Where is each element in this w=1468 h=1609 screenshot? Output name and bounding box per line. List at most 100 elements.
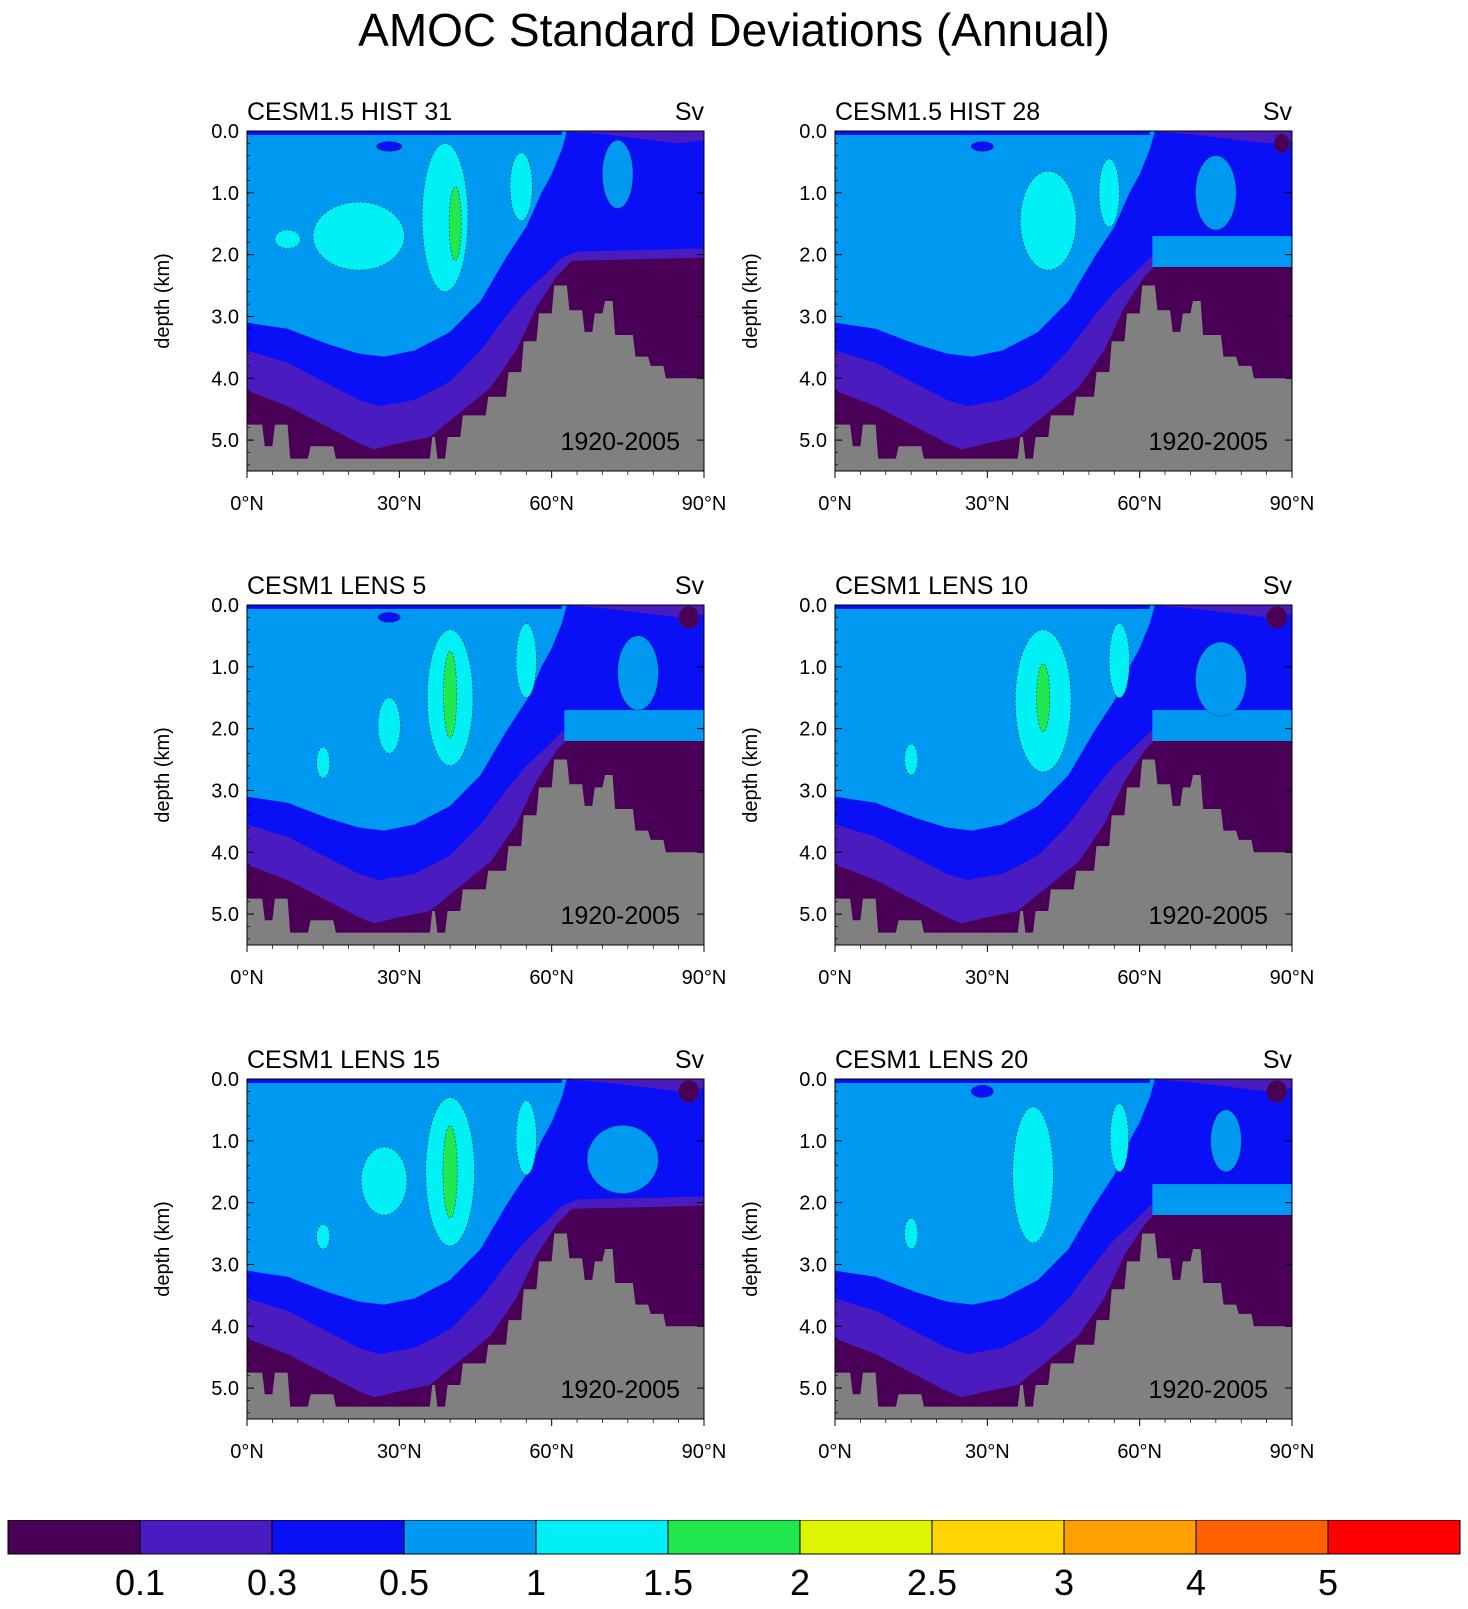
contour-blob-5 [1273,133,1290,153]
contour-blob-3 [904,1217,919,1250]
contour-blob-5 [1195,641,1247,717]
contour-field [247,131,704,471]
contour-level-1-cap [1149,131,1292,144]
y-tick-label: 2.0 [211,1193,239,1215]
y-tick-label: 0.0 [211,595,239,617]
colorbar-swatch [799,1520,933,1555]
contour-blob-6 [1266,605,1288,629]
panel-2: 0.0 1.0 2.0 3.0 4.0 5.0 0°N 30°N 60°N 90°N CESM1.5… [588,90,1314,530]
colorbar: 0.1 0.3 0.5 1 1.5 2 2.5 3 4 5 [7,1520,1461,1603]
x-tick-label: 0°N [230,493,264,515]
panel-period: 1920-2005 [1148,428,1268,456]
contour-level-3 [835,1079,1155,1305]
contour-blob-1 [1020,170,1077,271]
panel-plot: 0.0 1.0 2.0 3.0 4.0 5.0 0°N 30°N 60°N 90°N CESM1 L… [740,1046,1314,1463]
x-tick-label: 90°N [1270,1441,1315,1463]
contour-blob-6 [1266,1079,1288,1103]
contour-blob-4 [448,186,462,262]
panel-4: 0.0 1.0 2.0 3.0 4.0 5.0 0°N 30°N 60°N 90°N CESM1 L… [588,564,1314,1004]
y-tick-label: 4.0 [799,842,827,864]
panel-plot: 0.0 1.0 2.0 3.0 4.0 5.0 0°N 30°N 60°N 90°N CESM1 L… [152,572,726,989]
panel-units: Sv [675,572,705,600]
contour-blob-3 [970,141,994,152]
contour-field [835,1079,1292,1419]
y-tick-label: 3.0 [211,1254,239,1276]
contour-blob-3 [377,697,401,754]
contour-level-1-cap [561,1079,704,1092]
contour-level-3 [835,605,1155,831]
contour-blob-7 [617,635,659,711]
contour-level-3 [247,131,567,357]
colorbar-swatch [535,1520,669,1555]
contour-blob-3 [360,1146,408,1216]
contour-blob-6 [376,141,403,152]
contour-blob-2 [1098,158,1120,228]
colorbar-label: 0.5 [379,1562,429,1603]
deep-band [564,710,704,741]
colorbar-swatch [403,1520,537,1555]
contour-level-1-cap [561,131,704,144]
colorbar-label: 4 [1186,1562,1206,1603]
y-tick-label: 3.0 [211,306,239,328]
x-tick-label: 90°N [1270,967,1315,989]
contour-blob-5 [316,1223,331,1250]
x-tick-label: 30°N [377,1441,422,1463]
x-tick-label: 60°N [529,493,574,515]
panel-plot: 0.0 1.0 2.0 3.0 4.0 5.0 0°N 30°N 60°N 90°N CESM1 L… [740,572,1314,989]
x-tick-label: 60°N [1117,493,1162,515]
panel-plot: 0.0 1.0 2.0 3.0 4.0 5.0 0°N 30°N 60°N 90°N CESM1.5… [152,98,726,515]
contour-field [247,1079,704,1419]
y-tick-label: 2.0 [211,719,239,741]
land-mask [247,1233,704,1419]
colorbar-swatch [1327,1520,1461,1555]
y-tick-label: 4.0 [799,1316,827,1338]
contour-blob-6 [586,1125,659,1194]
y-tick-label: 0.0 [799,1069,827,1091]
y-tick-label: 0.0 [211,121,239,143]
contour-blob-1 [1012,1106,1054,1244]
y-axis-label: depth (km) [740,253,762,349]
contour-blob-2 [274,229,301,249]
panel-units: Sv [675,1046,705,1074]
x-tick-label: 0°N [230,1441,264,1463]
y-tick-label: 3.0 [211,780,239,802]
y-axis-label: depth (km) [152,253,174,349]
x-tick-label: 60°N [1117,967,1162,989]
y-axis-label: depth (km) [740,1201,762,1297]
panel-plot: 0.0 1.0 2.0 3.0 4.0 5.0 0°N 30°N 60°N 90°N CESM1.5… [740,98,1314,515]
y-tick-label: 0.0 [799,121,827,143]
contour-blob-4 [970,1084,994,1098]
panel-title: CESM1 LENS 5 [247,572,426,600]
contour-level-1-cap [1149,1079,1292,1092]
contour-blob-4 [515,1100,537,1176]
contour-blob-8 [678,605,700,629]
panel-3: 0.0 1.0 2.0 3.0 4.0 5.0 0°N 30°N 60°N 90°N CESM1 L… [0,564,726,1004]
panel-units: Sv [675,98,705,126]
panel-period: 1920-2005 [560,428,680,456]
y-axis-label: depth (km) [740,727,762,823]
contour-blob-3 [1108,623,1130,699]
contour-field [247,605,704,945]
contour-blob-7 [602,139,634,209]
contour-blob-2 [1036,663,1051,733]
surface-strip [835,1079,1150,1083]
y-tick-label: 1.0 [799,183,827,205]
x-tick-label: 30°N [965,1441,1010,1463]
contour-level-1-cap [561,605,704,618]
x-tick-label: 90°N [1270,493,1315,515]
y-tick-label: 2.0 [799,1193,827,1215]
colorbar-swatch [931,1520,1065,1555]
panel-units: Sv [1263,1046,1293,1074]
colorbar-label: 0.1 [115,1562,165,1603]
y-tick-label: 5.0 [211,904,239,926]
panel-title: CESM1 LENS 10 [835,572,1028,600]
y-axis-label: depth (km) [152,1201,174,1297]
y-tick-label: 3.0 [799,1254,827,1276]
colorbar-label: 5 [1318,1562,1338,1603]
y-tick-label: 2.0 [799,719,827,741]
surface-strip [247,131,562,135]
x-tick-label: 0°N [230,967,264,989]
y-tick-label: 1.0 [211,1131,239,1153]
contour-field [835,131,1292,471]
panel-title: CESM1 LENS 20 [835,1046,1028,1074]
